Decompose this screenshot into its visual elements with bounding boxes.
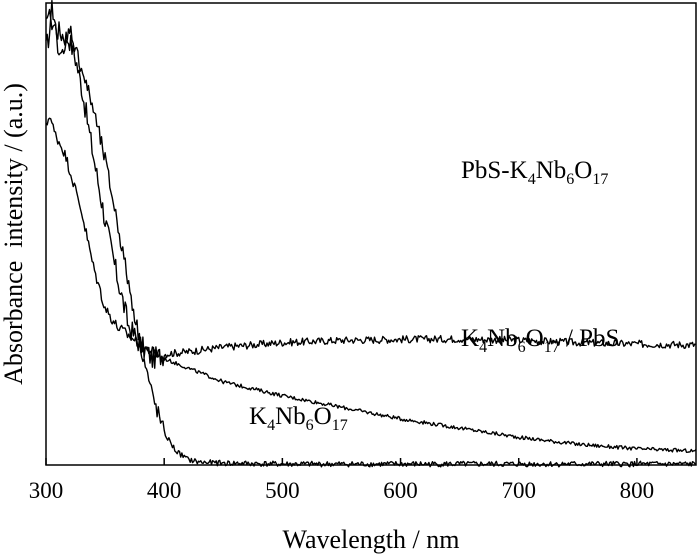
label-text: O: [574, 157, 592, 184]
label-text: Nb: [536, 157, 567, 184]
label-text: PbS-K: [461, 157, 528, 184]
label-subscript: 4: [267, 417, 275, 434]
plot-frame: [45, 2, 697, 466]
x-tick-label: 400: [147, 478, 182, 503]
series-label-pbs-k4nb6o17: PbS-K4Nb6O17: [461, 157, 608, 188]
y-axis-title: Absorbance intensity / (a.u.): [0, 83, 28, 385]
x-axis-tick-labels: 300 400 500 600 700 800: [29, 478, 654, 503]
x-tick-label: 500: [265, 478, 300, 503]
x-tick-label: 800: [620, 478, 655, 503]
label-subscript: 17: [332, 417, 348, 434]
series-line-3: [45, 0, 697, 468]
label-text: Nb: [275, 403, 306, 430]
x-tick-label: 600: [383, 478, 418, 503]
label-subscript: 4: [479, 339, 487, 356]
label-text: O: [526, 325, 544, 352]
series-line-1: [45, 17, 697, 369]
label-subscript: 6: [306, 417, 314, 434]
series-label-k4nb6o17-pbs: K4Nb6O17 / PbS: [461, 325, 619, 356]
label-subscript: 4: [528, 171, 536, 188]
label-text: K: [249, 403, 267, 430]
series-label-k4nb6o17: K4Nb6O17: [249, 403, 348, 434]
x-axis-title: Wavelength / nm: [283, 525, 460, 554]
label-subscript: 17: [544, 339, 560, 356]
label-subscript: 6: [566, 171, 574, 188]
label-subscript: 17: [592, 171, 608, 188]
x-tick-label: 300: [29, 478, 64, 503]
label-text: K: [461, 325, 479, 352]
series-curves: [45, 0, 697, 468]
label-text: / PbS: [560, 325, 620, 352]
label-text: O: [314, 403, 332, 430]
x-tick-label: 700: [501, 478, 536, 503]
label-subscript: 6: [518, 339, 526, 356]
series-line-2: [45, 117, 697, 453]
label-text: Nb: [487, 325, 518, 352]
